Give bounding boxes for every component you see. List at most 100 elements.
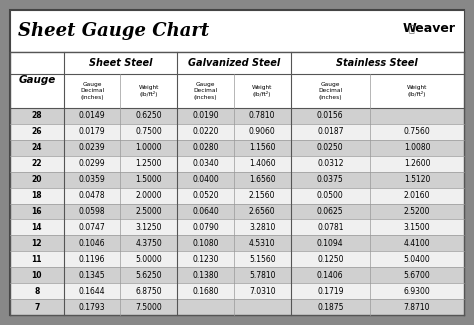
Text: 7.5000: 7.5000 [135,303,162,312]
Text: 0.0520: 0.0520 [192,191,219,200]
Text: 0.9060: 0.9060 [249,127,275,136]
Text: Sheet Gauge Chart: Sheet Gauge Chart [18,22,209,40]
Text: 2.0000: 2.0000 [136,191,162,200]
Text: 6.8750: 6.8750 [136,287,162,296]
Text: 8: 8 [34,287,39,296]
Text: 1.2600: 1.2600 [404,159,430,168]
Text: 22: 22 [32,159,42,168]
Text: 0.1680: 0.1680 [192,287,219,296]
Text: 28: 28 [31,111,42,121]
Text: 0.0239: 0.0239 [79,143,105,152]
Bar [10,188,464,203]
Text: Gauge: Gauge [18,75,55,85]
Text: 2.1560: 2.1560 [249,191,275,200]
Bar [10,74,464,108]
Text: 3.2810: 3.2810 [249,223,275,232]
Text: 0.1250: 0.1250 [317,255,344,264]
Text: Weight
(lb/ft²): Weight (lb/ft²) [252,85,273,97]
Text: 4.4100: 4.4100 [404,239,430,248]
Text: 0.0179: 0.0179 [79,127,105,136]
Text: 0.0781: 0.0781 [317,223,344,232]
Bar [10,203,464,219]
Text: 1.6560: 1.6560 [249,175,275,184]
Text: 7.8710: 7.8710 [404,303,430,312]
Text: 0.0340: 0.0340 [192,159,219,168]
Text: 1.2500: 1.2500 [136,159,162,168]
Text: 10: 10 [32,271,42,280]
Text: 0.1080: 0.1080 [192,239,219,248]
Text: 7.0310: 7.0310 [249,287,275,296]
Text: 3.1500: 3.1500 [404,223,430,232]
Text: 0.0747: 0.0747 [79,223,105,232]
Text: 0.0478: 0.0478 [79,191,105,200]
Text: 0.0187: 0.0187 [317,127,344,136]
Text: Weight
(lb/ft²): Weight (lb/ft²) [407,85,427,97]
Text: 5.0000: 5.0000 [135,255,162,264]
Text: 0.0790: 0.0790 [192,223,219,232]
Text: 0.1094: 0.1094 [317,239,344,248]
Text: Gauge
Decimal
(inches): Gauge Decimal (inches) [80,82,104,100]
Text: 0.0359: 0.0359 [79,175,105,184]
Text: 11: 11 [32,255,42,264]
Text: 0.0220: 0.0220 [192,127,219,136]
Text: 7: 7 [34,303,39,312]
Text: 0.1380: 0.1380 [192,271,219,280]
Text: 🚛: 🚛 [409,23,415,33]
Text: 0.7560: 0.7560 [404,127,430,136]
Text: 24: 24 [32,143,42,152]
Text: Weight
(lb/ft²): Weight (lb/ft²) [138,85,159,97]
Text: 0.1644: 0.1644 [79,287,105,296]
Text: 1.0000: 1.0000 [136,143,162,152]
Text: 0.0250: 0.0250 [317,143,344,152]
Text: 5.6700: 5.6700 [404,271,430,280]
Bar [10,52,464,74]
Text: Galvanized Steel: Galvanized Steel [188,58,280,68]
Text: 2.5200: 2.5200 [404,207,430,216]
Bar [10,172,464,188]
Text: 0.0625: 0.0625 [317,207,344,216]
Text: 0.1406: 0.1406 [317,271,344,280]
Text: 0.6250: 0.6250 [136,111,162,121]
Text: Stainless Steel: Stainless Steel [337,58,418,68]
Text: 0.0280: 0.0280 [192,143,219,152]
Bar [10,235,464,251]
Bar [10,124,464,140]
Text: 0.0500: 0.0500 [317,191,344,200]
Text: 0.0375: 0.0375 [317,175,344,184]
Text: 4.5310: 4.5310 [249,239,275,248]
Bar [10,267,464,283]
Text: 0.0598: 0.0598 [79,207,105,216]
Text: 3.1250: 3.1250 [136,223,162,232]
Text: 18: 18 [31,191,42,200]
Text: 4.3750: 4.3750 [135,239,162,248]
Text: 0.0299: 0.0299 [79,159,105,168]
Text: 0.7500: 0.7500 [135,127,162,136]
Text: Gauge
Decimal
(inches): Gauge Decimal (inches) [318,82,342,100]
Text: 1.5000: 1.5000 [136,175,162,184]
Text: Gauge
Decimal
(inches): Gauge Decimal (inches) [193,82,218,100]
Text: 5.1560: 5.1560 [249,255,275,264]
Bar [10,219,464,235]
Text: 0.0156: 0.0156 [317,111,344,121]
Text: 1.4060: 1.4060 [249,159,275,168]
Text: 2.6560: 2.6560 [249,207,275,216]
Bar [10,108,464,124]
Text: 16: 16 [32,207,42,216]
Text: 1.0080: 1.0080 [404,143,430,152]
Bar [10,299,464,315]
Text: 0.0312: 0.0312 [317,159,344,168]
Text: 0.0149: 0.0149 [79,111,105,121]
Bar [10,140,464,156]
Text: 0.0640: 0.0640 [192,207,219,216]
Bar [10,156,464,172]
Text: Weaver: Weaver [403,21,456,34]
Text: 2.5000: 2.5000 [136,207,162,216]
Text: 0.0400: 0.0400 [192,175,219,184]
Text: 0.1345: 0.1345 [79,271,105,280]
Text: 5.7810: 5.7810 [249,271,275,280]
Text: 6.9300: 6.9300 [404,287,430,296]
Text: 0.0190: 0.0190 [192,111,219,121]
Text: 0.1196: 0.1196 [79,255,105,264]
Text: 0.1046: 0.1046 [79,239,105,248]
Text: Sheet Steel: Sheet Steel [89,58,152,68]
